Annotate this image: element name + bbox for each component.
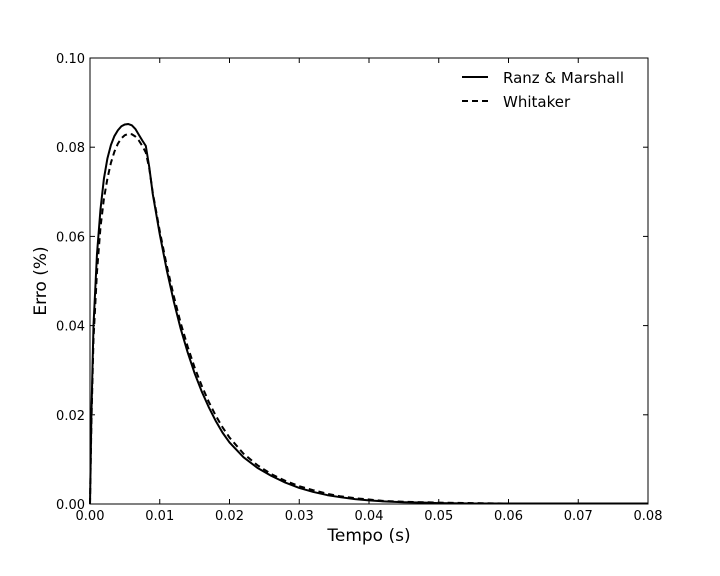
y-tick-label: 0.00 xyxy=(56,498,85,513)
series-line-whitaker xyxy=(89,132,648,505)
y-tick-label: 0.10 xyxy=(56,52,85,67)
x-tick-label: 0.07 xyxy=(564,509,593,524)
x-tick-label: 0.08 xyxy=(634,509,663,524)
plot-lines xyxy=(89,123,648,505)
x-tick-label: 0.06 xyxy=(494,509,523,524)
y-tick-label: 0.08 xyxy=(56,141,85,156)
x-axis-title: Tempo (s) xyxy=(326,526,410,546)
legend-label-ranz-marshall: Ranz & Marshall xyxy=(503,69,624,87)
legend-label-whitaker: Whitaker xyxy=(503,93,571,111)
y-tick-label: 0.06 xyxy=(56,230,85,245)
x-axis-ticks: 0.00 0.01 0.02 0.03 0.04 0.05 0.06 0.07 0.08 xyxy=(76,58,663,524)
x-tick-label: 0.00 xyxy=(76,509,105,524)
x-tick-label: 0.01 xyxy=(145,509,174,524)
legend: Ranz & Marshall Whitaker xyxy=(462,69,624,111)
series-line-ranz-marshall xyxy=(89,123,648,505)
x-tick-label: 0.04 xyxy=(355,509,384,524)
y-tick-label: 0.02 xyxy=(56,409,85,424)
x-tick-label: 0.03 xyxy=(285,509,314,524)
y-axis-ticks: 0.00 0.02 0.04 0.06 0.08 0.10 xyxy=(56,52,648,513)
x-tick-label: 0.05 xyxy=(424,509,453,524)
y-tick-label: 0.04 xyxy=(56,320,85,335)
x-tick-label: 0.02 xyxy=(215,509,244,524)
y-axis-title: Erro (%) xyxy=(31,246,51,315)
